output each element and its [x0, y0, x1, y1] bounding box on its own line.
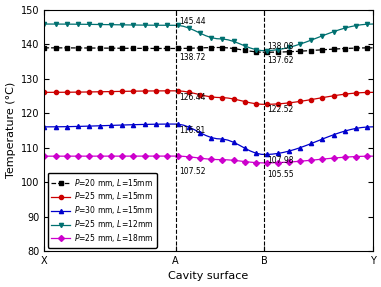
$P$=25 mm, $L$=15mm	[370, 91, 375, 94]
$P$=25 mm, $L$=12mm	[98, 23, 102, 26]
Text: 107.52: 107.52	[179, 167, 205, 176]
$P$=30 mm, $L$=15mm	[126, 123, 130, 127]
$P$=30 mm, $L$=15mm	[148, 123, 152, 126]
$P$=20 mm, $L$=15mm	[137, 46, 141, 50]
$P$=25 mm, $L$=18mm	[253, 161, 258, 164]
Text: 107.98: 107.98	[267, 156, 294, 165]
$P$=25 mm, $L$=15mm	[170, 89, 174, 92]
$P$=30 mm, $L$=15mm	[154, 123, 158, 126]
$P$=25 mm, $L$=15mm	[253, 102, 258, 105]
$P$=25 mm, $L$=18mm	[154, 154, 158, 158]
$P$=25 mm, $L$=12mm	[264, 49, 269, 52]
$P$=25 mm, $L$=15mm	[264, 103, 269, 106]
$P$=20 mm, $L$=15mm	[370, 46, 375, 50]
$P$=25 mm, $L$=15mm	[137, 89, 141, 93]
Text: 138.08: 138.08	[267, 42, 294, 51]
$P$=25 mm, $L$=15mm	[154, 89, 158, 93]
Line: $P$=25 mm, $L$=18mm: $P$=25 mm, $L$=18mm	[42, 154, 375, 165]
$P$=30 mm, $L$=15mm	[137, 123, 141, 126]
Text: 137.62: 137.62	[267, 56, 294, 65]
$P$=25 mm, $L$=12mm	[154, 24, 158, 27]
$P$=25 mm, $L$=18mm	[137, 154, 141, 158]
Line: $P$=20 mm, $L$=15mm: $P$=20 mm, $L$=15mm	[42, 45, 375, 54]
$P$=25 mm, $L$=18mm	[170, 154, 174, 158]
Text: 122.52: 122.52	[267, 105, 294, 114]
Y-axis label: Temperature (°C): Temperature (°C)	[6, 82, 16, 179]
$P$=25 mm, $L$=18mm	[126, 154, 130, 158]
$P$=25 mm, $L$=18mm	[370, 154, 375, 158]
Text: 105.55: 105.55	[267, 170, 294, 179]
$P$=20 mm, $L$=15mm	[98, 46, 102, 50]
Text: 126.44: 126.44	[179, 93, 205, 102]
$P$=20 mm, $L$=15mm	[264, 51, 269, 54]
$P$=25 mm, $L$=18mm	[148, 154, 152, 158]
$P$=25 mm, $L$=15mm	[148, 89, 152, 93]
$P$=25 mm, $L$=18mm	[98, 154, 102, 158]
$P$=25 mm, $L$=18mm	[264, 161, 269, 165]
$P$=20 mm, $L$=15mm	[154, 47, 158, 50]
$P$=20 mm, $L$=15mm	[148, 47, 152, 50]
Text: 145.44: 145.44	[179, 17, 206, 26]
$P$=25 mm, $L$=15mm	[98, 90, 102, 94]
Line: $P$=25 mm, $L$=15mm: $P$=25 mm, $L$=15mm	[42, 89, 375, 106]
$P$=30 mm, $L$=15mm	[42, 125, 47, 129]
$P$=30 mm, $L$=15mm	[370, 125, 375, 129]
$P$=25 mm, $L$=18mm	[42, 154, 47, 158]
Text: 116.81: 116.81	[179, 127, 205, 135]
$P$=25 mm, $L$=12mm	[148, 24, 152, 27]
$P$=25 mm, $L$=12mm	[126, 23, 130, 27]
$P$=20 mm, $L$=15mm	[42, 46, 47, 50]
$P$=25 mm, $L$=15mm	[42, 91, 47, 94]
Line: $P$=30 mm, $L$=15mm: $P$=30 mm, $L$=15mm	[42, 122, 375, 156]
$P$=30 mm, $L$=15mm	[98, 124, 102, 127]
$P$=25 mm, $L$=12mm	[370, 22, 375, 26]
$P$=20 mm, $L$=15mm	[126, 46, 130, 50]
X-axis label: Cavity surface: Cavity surface	[168, 272, 249, 282]
$P$=30 mm, $L$=15mm	[253, 152, 258, 155]
$P$=25 mm, $L$=15mm	[126, 90, 130, 93]
$P$=25 mm, $L$=12mm	[42, 22, 47, 26]
$P$=25 mm, $L$=12mm	[137, 23, 141, 27]
$P$=20 mm, $L$=15mm	[253, 50, 258, 54]
$P$=30 mm, $L$=15mm	[264, 153, 269, 156]
$P$=20 mm, $L$=15mm	[215, 46, 219, 49]
Line: $P$=25 mm, $L$=12mm: $P$=25 mm, $L$=12mm	[42, 22, 375, 53]
$P$=30 mm, $L$=15mm	[170, 122, 174, 126]
Text: 138.72: 138.72	[179, 53, 205, 62]
Legend: $P$=20 mm, $L$=15mm, $P$=25 mm, $L$=15mm, $P$=30 mm, $L$=15mm, $P$=25 mm, $L$=12: $P$=20 mm, $L$=15mm, $P$=25 mm, $L$=15mm…	[48, 173, 157, 248]
$P$=25 mm, $L$=12mm	[248, 46, 253, 50]
